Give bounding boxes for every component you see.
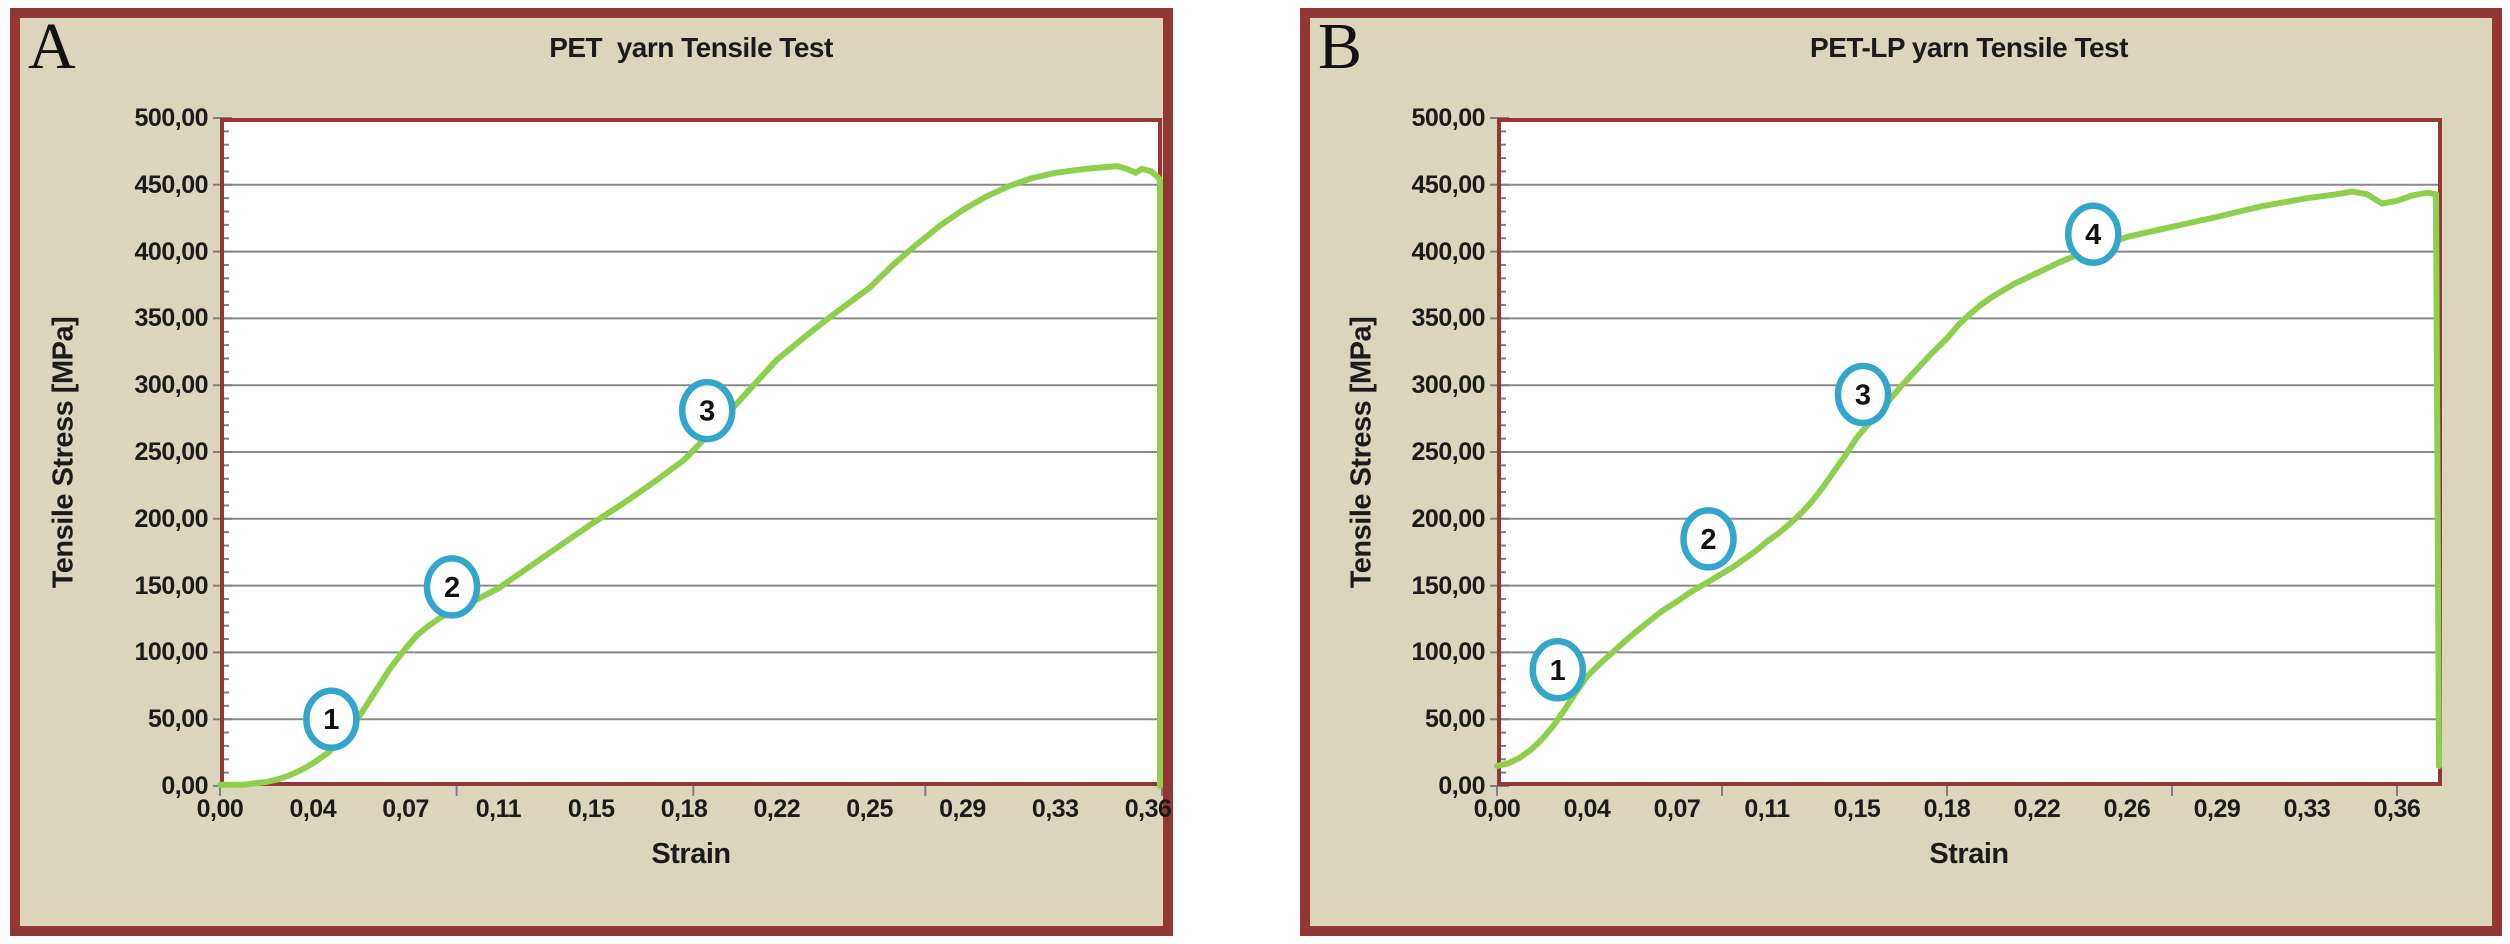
marker-ring: [678, 378, 736, 443]
y-tick-label-500,00: 500,00: [134, 104, 209, 132]
marker-number: 3: [1855, 380, 1871, 412]
marker-ring: [1680, 507, 1737, 571]
x-tick-label-0,07: 0,07: [382, 795, 429, 823]
marker-ring: [303, 687, 360, 751]
x-tick-label-0,18: 0,18: [660, 795, 708, 823]
annotation-marker-3: 3: [678, 378, 736, 443]
y-tick-label-100,00: 100,00: [1411, 638, 1486, 667]
x-tick-label-0,36: 0,36: [2373, 795, 2421, 823]
x-tick-label-0,26: 0,26: [2103, 795, 2151, 823]
x-tick-label-0,33: 0,33: [2283, 795, 2331, 823]
x-tick-label-0,22: 0,22: [753, 795, 801, 823]
x-tick-label-0,22: 0,22: [2013, 795, 2061, 823]
x-tick-label-0,00: 0,00: [196, 795, 244, 823]
panel-b-pet-lp-yarn-chart: B PET-LP yarn Tensile Test Tensile Stres…: [1300, 8, 2502, 936]
x-tick-label-0,11: 0,11: [475, 795, 522, 823]
x-tick-label-0,07: 0,07: [1653, 795, 1701, 823]
y-tick-label-100,00: 100,00: [134, 638, 209, 667]
marker-number: 2: [1700, 524, 1716, 556]
y-tick-label-150,00: 150,00: [134, 571, 209, 600]
y-tick-label-250,00: 250,00: [134, 438, 209, 466]
x-tick-label-0,25: 0,25: [846, 795, 893, 823]
x-tick-label-0,00: 0,00: [1473, 795, 1521, 823]
x-tick-label-0,15: 0,15: [567, 795, 615, 823]
y-tick-label-500,00: 500,00: [1411, 104, 1486, 132]
x-axis-title-a: Strain: [651, 838, 731, 870]
y-tick-label-300,00: 300,00: [1411, 371, 1486, 400]
plot-area-b: 1 2 3 4: [1490, 117, 2442, 796]
marker-ring: [423, 555, 481, 619]
panel-letter-a: A: [28, 10, 76, 83]
chart-title-b: PET-LP yarn Tensile Test: [1810, 32, 2128, 63]
x-tick-label-0,33: 0,33: [1031, 795, 1079, 823]
panel-a-pet-yarn-chart: A PET yarn Tensile Test Tensile Stress […: [10, 8, 1173, 936]
x-axis-title-b: Strain: [1929, 838, 2009, 870]
marker-ring: [1529, 638, 1586, 702]
y-tick-label-450,00: 450,00: [134, 170, 209, 199]
x-tick-label-0,29: 0,29: [2193, 795, 2241, 823]
x-tick-label-0,18: 0,18: [1923, 795, 1971, 823]
marker-number: 3: [699, 396, 715, 428]
x-tick-label-0,29: 0,29: [939, 795, 986, 823]
y-tick-label-250,00: 250,00: [1411, 438, 1486, 466]
x-tick-label-0,04: 0,04: [289, 795, 337, 823]
marker-ring: [2065, 202, 2122, 266]
y-tick-label-0,00: 0,00: [161, 772, 208, 800]
annotation-marker-4: 4: [2065, 202, 2122, 266]
x-tick-label-0,11: 0,11: [1744, 795, 1790, 823]
y-tick-label-0,00: 0,00: [1438, 772, 1485, 800]
annotation-marker-1: 1: [1529, 638, 1586, 702]
marker-number: 1: [323, 704, 339, 736]
panel-letter-b: B: [1318, 10, 1363, 83]
plot-area-a: 1 2 3: [213, 117, 1163, 796]
annotation-marker-2: 2: [423, 555, 481, 619]
annotation-marker-1: 1: [303, 687, 360, 751]
x-tick-label-0,15: 0,15: [1833, 795, 1881, 823]
chart-title-a: PET yarn Tensile Test: [549, 32, 833, 63]
y-tick-label-350,00: 350,00: [134, 304, 209, 333]
x-tick-label-0,36: 0,36: [1124, 795, 1172, 823]
y-tick-label-200,00: 200,00: [134, 504, 209, 533]
annotation-marker-2: 2: [1680, 507, 1737, 571]
marker-number: 1: [1550, 655, 1566, 687]
y-tick-label-350,00: 350,00: [1411, 304, 1486, 333]
marker-ring: [1834, 362, 1892, 427]
y-tick-label-400,00: 400,00: [1411, 237, 1486, 266]
marker-number: 2: [444, 572, 460, 604]
y-tick-label-400,00: 400,00: [134, 237, 209, 266]
y-tick-label-50,00: 50,00: [1424, 705, 1486, 734]
y-tick-label-450,00: 450,00: [1411, 170, 1486, 199]
y-tick-label-300,00: 300,00: [134, 371, 209, 400]
y-tick-label-150,00: 150,00: [1411, 571, 1486, 600]
x-tick-label-0,04: 0,04: [1563, 795, 1611, 823]
marker-number: 4: [2085, 219, 2101, 251]
y-tick-label-50,00: 50,00: [147, 705, 209, 734]
y-tick-label-200,00: 200,00: [1411, 504, 1486, 533]
annotation-marker-3: 3: [1834, 362, 1892, 427]
